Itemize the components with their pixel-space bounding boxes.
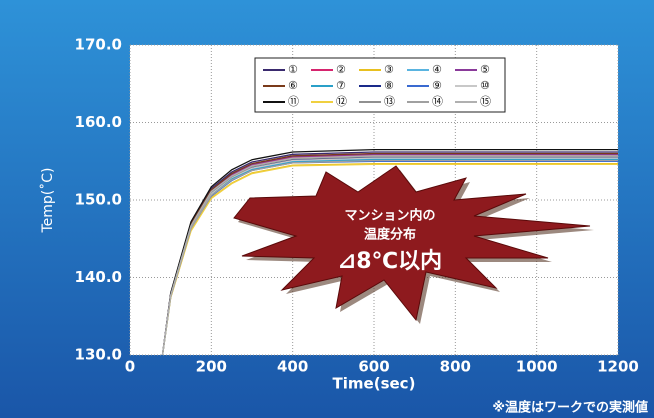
annotation: 温度分布 xyxy=(364,227,416,243)
annotation: ⊿8℃以内 xyxy=(338,249,442,274)
x-tick-label: 400 xyxy=(277,358,308,376)
series-line xyxy=(161,155,618,355)
legend-label: ⑨ xyxy=(432,79,442,92)
legend-label: ⑦ xyxy=(336,79,346,92)
legend-label: ⑩ xyxy=(480,79,490,92)
burst xyxy=(233,165,591,322)
legend-label: ⑬ xyxy=(384,95,395,108)
y-axis-label: Temp(˚C) xyxy=(39,167,56,233)
legend-label: ⑧ xyxy=(384,79,394,92)
x-tick-label: 800 xyxy=(440,358,471,376)
legend-label: ④ xyxy=(432,63,442,76)
series-line xyxy=(161,148,618,355)
y-tick-label: 170.0 xyxy=(75,36,122,54)
lines xyxy=(161,148,618,355)
legend-label: ⑭ xyxy=(432,95,443,108)
x-tick-label: 1000 xyxy=(516,358,558,376)
legend-label: ① xyxy=(288,63,298,76)
x-tick-label: 600 xyxy=(358,358,389,376)
legend-label: ⑫ xyxy=(336,95,347,108)
footnote: ※温度はワークでの実測値 xyxy=(492,400,648,416)
annotation: マンション内の xyxy=(344,208,435,224)
grid xyxy=(129,44,619,356)
x-tick-label: 0 xyxy=(125,358,135,376)
y-tick-label: 140.0 xyxy=(75,268,122,286)
series-line xyxy=(161,159,618,355)
legend-label: ② xyxy=(336,63,346,76)
legend-label: ③ xyxy=(384,63,394,76)
legend-label: ⑥ xyxy=(288,79,298,92)
x-tick-label: 1200 xyxy=(597,358,639,376)
x-tick-label: 200 xyxy=(196,358,227,376)
y-tick-label: 160.0 xyxy=(75,113,122,131)
legend-items: ① ② ③ ④ ⑤ ⑥ ⑦ ⑧ ⑨ ⑩ ⑪ ⑫ ⑬ ⑭ ⑮ xyxy=(263,63,491,108)
y-tick-label: 150.0 xyxy=(75,191,122,209)
legend-label: ⑤ xyxy=(480,63,490,76)
x-axis-label: Time(sec) xyxy=(333,375,416,393)
legend-label: ⑪ xyxy=(288,95,299,108)
legend-label: ⑮ xyxy=(480,95,491,108)
y-tick-label: 130.0 xyxy=(75,346,122,364)
